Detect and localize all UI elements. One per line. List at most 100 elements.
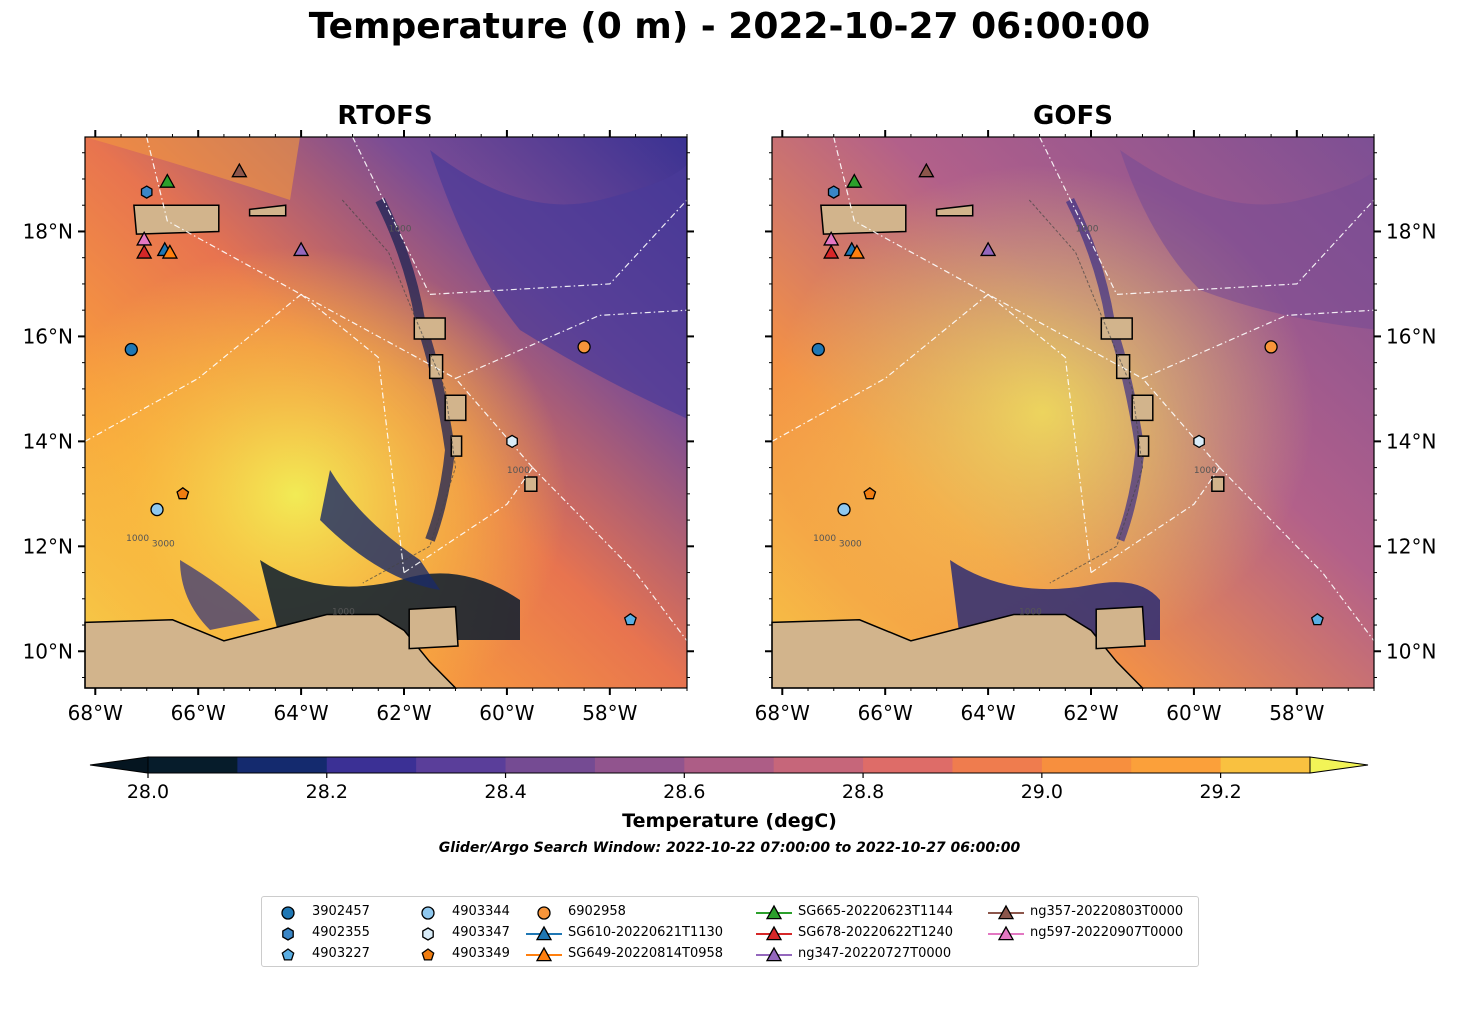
platform-marker-sg678-20220622t1240 xyxy=(136,244,153,259)
platform-marker-sg665-20220623t1144 xyxy=(846,173,863,188)
lon-tick-label: 58°W xyxy=(582,701,637,725)
contour-label: 3000 xyxy=(152,539,175,549)
land-puerto-rico xyxy=(133,204,220,235)
platform-marker-ng347-20220727t0000 xyxy=(292,241,310,257)
colorbar-segment xyxy=(326,757,417,773)
legend-marker xyxy=(281,906,295,920)
lon-tick-label: 64°W xyxy=(273,701,328,725)
legend-marker-icon xyxy=(281,948,295,961)
lat-tick-label: 10°N xyxy=(23,639,73,663)
contour-label: 1000 xyxy=(507,466,530,476)
platform-marker-4903344 xyxy=(150,502,164,517)
land-martinique xyxy=(444,394,467,422)
platform-marker-ng597-20220907t0000 xyxy=(136,230,153,246)
colorbar-segment xyxy=(1220,757,1311,773)
colorbar-segment xyxy=(773,757,864,773)
legend-marker xyxy=(537,906,551,920)
legend-label: SG665-20220623T1144 xyxy=(798,904,954,919)
gofs-axes-frame xyxy=(771,136,1375,689)
lon-tick-label: 60°W xyxy=(479,701,534,725)
legend-marker xyxy=(988,904,1024,920)
lat-tick-label: 16°N xyxy=(1386,324,1436,348)
legend-label: SG678-20220622T1240 xyxy=(798,925,954,940)
land-vi xyxy=(935,204,974,217)
eez-boundary-line xyxy=(1090,467,1221,574)
eez-boundary-line xyxy=(987,293,1092,573)
lon-tick-label: 66°W xyxy=(858,701,913,725)
legend-marker-icon xyxy=(281,906,295,920)
platform-marker-4903227 xyxy=(1310,612,1324,626)
platform-marker-4903349 xyxy=(176,486,190,500)
contour-label: 1000 xyxy=(1194,466,1217,476)
legend-marker xyxy=(988,925,1024,941)
panel-title-gofs: GOFS xyxy=(1033,101,1113,131)
platform-marker-ng357-20220803t0000 xyxy=(231,162,248,178)
lat-tick-label: 18°N xyxy=(23,219,73,243)
colorbar-label: Temperature (degC) xyxy=(622,810,837,832)
legend-marker xyxy=(282,927,294,941)
platform-marker-6902958 xyxy=(577,340,591,354)
legend-marker xyxy=(421,948,435,961)
legend-marker-icon xyxy=(997,925,1015,941)
lon-tick-label: 62°W xyxy=(376,701,431,725)
legend-marker xyxy=(756,925,792,941)
colorbar-segment xyxy=(148,757,238,773)
legend-marker xyxy=(756,904,792,920)
legend-label: 3902457 xyxy=(312,904,370,919)
colorbar-tick-label: 28.4 xyxy=(484,781,526,803)
land-guadeloupe xyxy=(1100,317,1133,340)
legend-label: 4903344 xyxy=(452,904,510,919)
eez-boundary-line xyxy=(300,293,405,573)
land-guadeloupe xyxy=(413,317,446,340)
platform-marker-4903347 xyxy=(506,434,518,449)
lon-tick-label: 64°W xyxy=(960,701,1015,725)
legend-marker-icon xyxy=(282,927,294,941)
platform-marker-4903344 xyxy=(837,502,851,517)
colorbar-tick-label: 29.2 xyxy=(1199,781,1241,803)
legend-label: 4903347 xyxy=(452,925,510,940)
legend-label: ng357-20220803T0000 xyxy=(1030,904,1184,919)
legend-label: SG649-20220814T0958 xyxy=(568,946,724,961)
colorbar-segment xyxy=(1131,757,1222,773)
lon-tick-label: 68°W xyxy=(755,701,810,725)
legend-marker xyxy=(422,927,434,941)
depth-contour xyxy=(1028,199,1144,584)
platform-marker-4903349 xyxy=(863,486,877,500)
legend-marker-icon xyxy=(765,904,783,920)
platform-marker-ng357-20220803t0000 xyxy=(918,162,935,178)
eez-boundary-line xyxy=(84,293,302,442)
lon-tick-label: 58°W xyxy=(1269,701,1324,725)
rtofs-axes-frame xyxy=(84,136,688,689)
lat-tick-label: 18°N xyxy=(1386,219,1436,243)
legend-marker-icon xyxy=(421,906,435,920)
land-dominica xyxy=(428,354,444,380)
lon-tick-label: 68°W xyxy=(68,701,123,725)
legend-marker-icon xyxy=(765,946,783,962)
legend-label: ng597-20220907T0000 xyxy=(1030,925,1184,940)
colorbar-segment xyxy=(237,757,328,773)
lon-tick-label: 60°W xyxy=(1166,701,1221,725)
legend-label: SG610-20220621T1130 xyxy=(568,925,724,940)
platform-marker-4903227 xyxy=(623,612,637,626)
colorbar-tick-label: 28.2 xyxy=(306,781,348,803)
lat-tick-label: 12°N xyxy=(1386,534,1436,558)
eez-boundary-line xyxy=(1219,467,1375,642)
legend-marker-icon xyxy=(537,906,551,920)
platform-marker-3902457 xyxy=(811,342,825,357)
eez-boundary-line xyxy=(771,293,989,442)
legend-label: 4903227 xyxy=(312,946,370,961)
colorbar-tick-label: 28.8 xyxy=(842,781,884,803)
legend-marker-icon xyxy=(421,948,435,961)
eez-boundary-line xyxy=(403,467,534,574)
land-st-lucia xyxy=(450,435,463,457)
legend: 3902457 4902355 4903227 4903344 4903347 49033… xyxy=(261,896,1199,967)
platform-marker-ng347-20220727t0000 xyxy=(979,241,997,257)
platform-marker-sg649-20220814t0958 xyxy=(848,244,866,259)
land-dominica xyxy=(1115,354,1131,380)
lon-tick-label: 62°W xyxy=(1063,701,1118,725)
colorbar-segment xyxy=(594,757,685,773)
legend-label: 4903349 xyxy=(452,946,510,961)
